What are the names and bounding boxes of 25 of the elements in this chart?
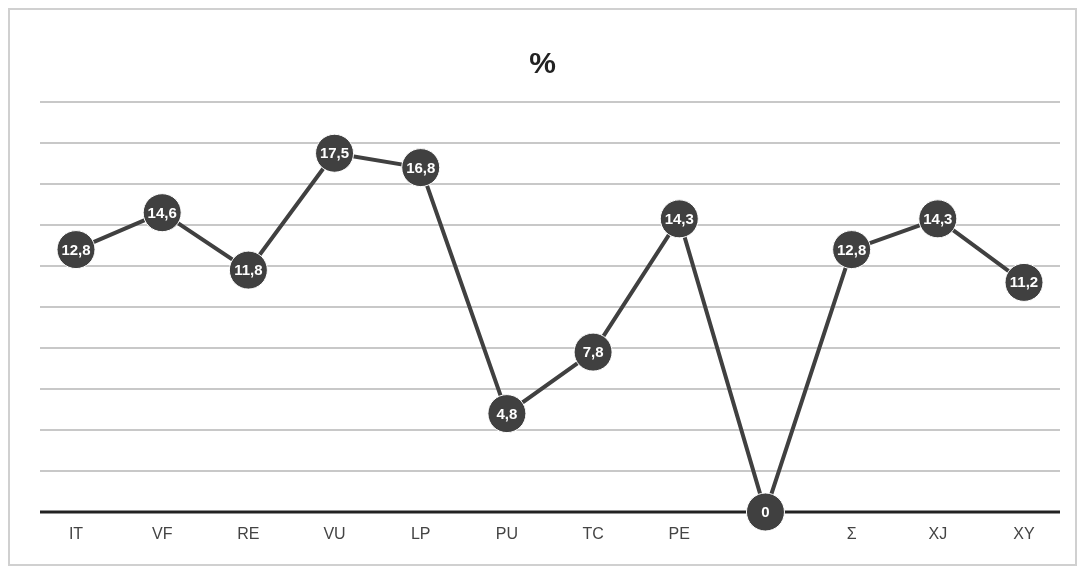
- x-tick-label: PU: [495, 525, 519, 543]
- x-tick-label: XJ: [928, 525, 948, 543]
- data-label: 12,8: [61, 240, 91, 258]
- data-label: 4,8: [496, 404, 518, 422]
- data-label: 14,6: [147, 203, 177, 221]
- point: [745, 492, 785, 532]
- x-tick-label: XY: [1013, 525, 1035, 543]
- data-label: 0: [761, 503, 770, 520]
- data-label: 17,5: [319, 144, 350, 162]
- x-tick-label: PE: [668, 525, 690, 543]
- x-tick-label: VF: [151, 525, 173, 543]
- data-label: 14,3: [923, 209, 953, 227]
- data-label: 14,3: [664, 209, 694, 227]
- x-tick-label: IT: [68, 525, 84, 543]
- x-tick-label: RE: [237, 525, 260, 543]
- data-label: 7,8: [582, 343, 604, 361]
- x-tick-label: Σ: [846, 525, 857, 543]
- x-tick-label: TC: [582, 525, 604, 543]
- data-label: 11,8: [234, 261, 263, 279]
- data-label: 12,8: [837, 240, 867, 258]
- data-label: 11,2: [1009, 273, 1039, 291]
- data-label: 16,8: [406, 158, 436, 176]
- chart-title: %: [528, 45, 557, 81]
- x-tick-label: LP: [410, 525, 431, 543]
- x-tick-label: VU: [323, 525, 346, 543]
